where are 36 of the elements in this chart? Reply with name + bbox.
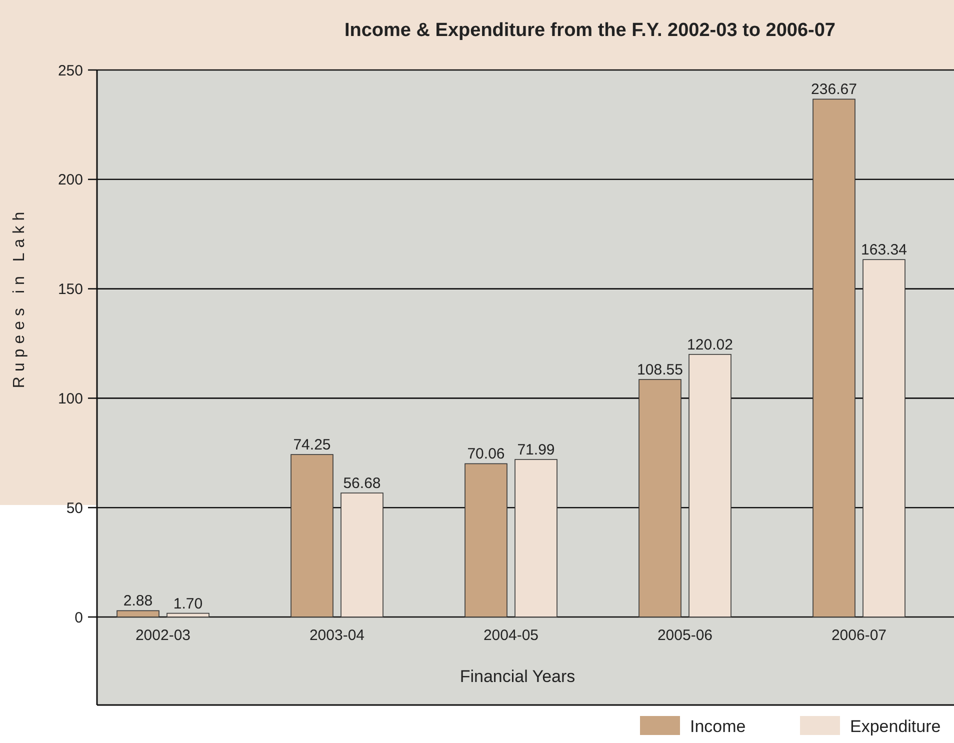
text: 70.06 xyxy=(467,446,505,463)
text: 236.67 xyxy=(811,81,857,98)
chart-title: Income & Expenditure from the F.Y. 2002-03 to 2006-07 xyxy=(344,20,836,41)
text: 56.68 xyxy=(343,474,381,492)
text: 71.99 xyxy=(517,441,555,458)
bar xyxy=(290,454,334,618)
x-tick-label: 2004-05 xyxy=(483,627,539,644)
x-tick-label: 2005-06 xyxy=(657,627,713,644)
legend-label: Expenditure xyxy=(850,717,941,736)
text: 74.25 xyxy=(293,436,331,454)
x-axis-title: Financial Years xyxy=(460,667,576,686)
bar xyxy=(340,492,384,618)
bar xyxy=(812,98,856,618)
y-tick-label: 200 xyxy=(58,172,83,189)
x-tick-label: 2006-07 xyxy=(831,627,887,644)
x-tick-label: 2003-04 xyxy=(309,627,365,644)
y-axis-title: Rupees in Lakh xyxy=(11,206,28,388)
x-tick-label: 2002-03 xyxy=(135,627,191,644)
bar xyxy=(514,459,558,618)
y-tick-label: 0 xyxy=(74,609,83,626)
bar xyxy=(464,463,508,618)
bar xyxy=(688,354,732,618)
legend-label: Income xyxy=(690,717,746,736)
text: 163.34 xyxy=(861,242,907,259)
y-tick-label: 150 xyxy=(58,281,83,298)
y-tick-label: 250 xyxy=(58,62,83,80)
text: 1.70 xyxy=(173,595,203,612)
bar xyxy=(638,379,682,618)
y-tick-label: 100 xyxy=(58,390,83,408)
bar xyxy=(862,259,906,618)
y-tick-label: 50 xyxy=(66,500,83,517)
bar xyxy=(166,612,210,618)
text: 2.88 xyxy=(123,592,153,610)
bar xyxy=(116,610,160,618)
text: 108.55 xyxy=(637,361,683,378)
text: 120.02 xyxy=(687,336,733,354)
